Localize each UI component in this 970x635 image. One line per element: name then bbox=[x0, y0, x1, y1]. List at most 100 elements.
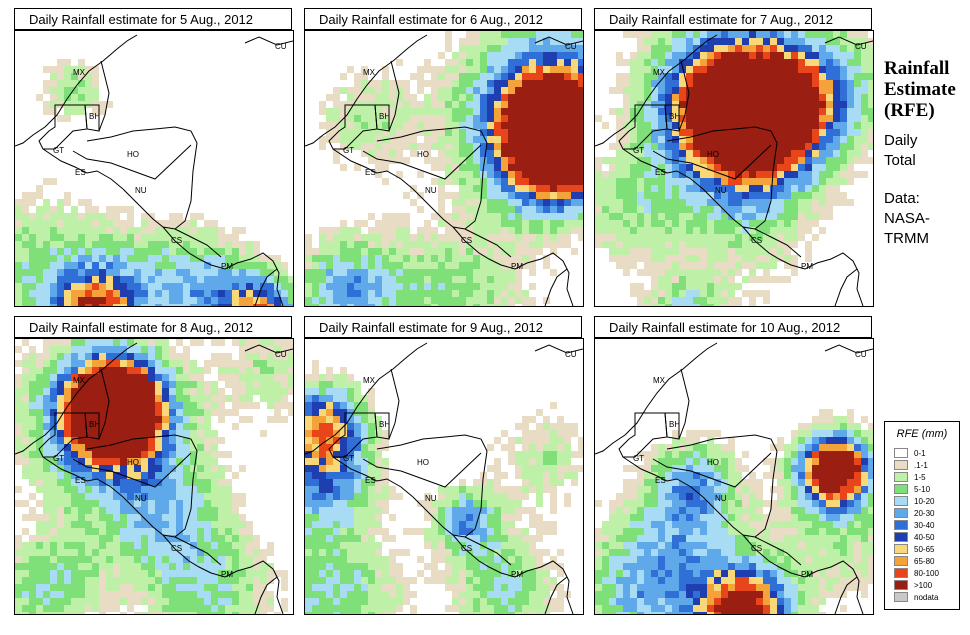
country-label-nu: NU bbox=[715, 494, 727, 503]
country-label-mx: MX bbox=[73, 68, 86, 77]
country-label-bh: BH bbox=[379, 420, 390, 429]
country-label-cu: CU bbox=[855, 350, 867, 359]
data-source: Data: NASA- TRMM bbox=[884, 189, 930, 249]
panel-title: Daily Rainfall estimate for 5 Aug., 2012 bbox=[14, 8, 292, 30]
country-label-nu: NU bbox=[715, 186, 727, 195]
map-panel-aug6: Daily Rainfall estimate for 6 Aug., 2012… bbox=[304, 8, 584, 307]
legend-label: 0-1 bbox=[914, 449, 926, 458]
panel-title: Daily Rainfall estimate for 6 Aug., 2012 bbox=[304, 8, 582, 30]
country-label-pm: PM bbox=[221, 570, 233, 579]
rainfall-map: MX BH GT HO ES NU CS PM CU bbox=[304, 338, 584, 615]
country-label-cs: CS bbox=[461, 544, 472, 553]
country-label-nu: NU bbox=[425, 494, 437, 503]
legend-label: >100 bbox=[914, 581, 933, 590]
country-label-mx: MX bbox=[363, 376, 376, 385]
legend-swatch bbox=[894, 496, 908, 506]
map-panel-aug8: Daily Rainfall estimate for 8 Aug., 2012… bbox=[14, 316, 294, 615]
legend-label: 5-10 bbox=[914, 485, 931, 494]
country-label-gt: GT bbox=[343, 146, 354, 155]
rainfall-map: MX BH GT HO ES NU CS PM CU bbox=[594, 30, 874, 307]
country-label-nu: NU bbox=[425, 186, 437, 195]
source-line: NASA- bbox=[884, 210, 930, 227]
legend-label: 80-100 bbox=[914, 569, 939, 578]
country-label-pm: PM bbox=[801, 262, 813, 271]
country-label-bh: BH bbox=[89, 112, 100, 121]
period-label: Daily Total bbox=[884, 131, 917, 171]
legend-swatch bbox=[894, 460, 908, 470]
country-label-pm: PM bbox=[801, 570, 813, 579]
country-label-bh: BH bbox=[669, 112, 680, 121]
country-label-pm: PM bbox=[511, 570, 523, 579]
source-line: TRMM bbox=[884, 230, 929, 247]
country-label-nu: NU bbox=[135, 494, 147, 503]
panel-title: Daily Rainfall estimate for 8 Aug., 2012 bbox=[14, 316, 292, 338]
legend-label: 20-30 bbox=[914, 509, 935, 518]
country-label-es: ES bbox=[75, 168, 86, 177]
legend-title: RFE (mm) bbox=[896, 428, 948, 440]
legend-label: nodata bbox=[914, 593, 939, 602]
legend-label: .1-1 bbox=[914, 461, 928, 470]
product-title: Rainfall Estimate (RFE) bbox=[884, 58, 956, 121]
rainfall-legend: RFE (mm) 0-1 .1-1 1-5 5-10 10-20 20-30 30-40 40… bbox=[884, 421, 960, 610]
country-label-ho: HO bbox=[417, 150, 429, 159]
country-label-cu: CU bbox=[275, 42, 287, 51]
country-label-ho: HO bbox=[127, 458, 139, 467]
title-line: (RFE) bbox=[884, 100, 935, 121]
title-line: Rainfall bbox=[884, 58, 950, 79]
legend-label: 10-20 bbox=[914, 497, 935, 506]
map-panel-aug9: Daily Rainfall estimate for 9 Aug., 2012… bbox=[304, 316, 584, 615]
country-label-mx: MX bbox=[73, 376, 86, 385]
country-label-cu: CU bbox=[565, 350, 577, 359]
legend-label: 40-50 bbox=[914, 533, 935, 542]
country-label-gt: GT bbox=[53, 454, 64, 463]
country-label-gt: GT bbox=[53, 146, 64, 155]
period-line: Daily bbox=[884, 132, 918, 149]
period-line: Total bbox=[884, 152, 916, 169]
country-label-mx: MX bbox=[363, 68, 376, 77]
country-label-bh: BH bbox=[89, 420, 100, 429]
legend-swatch bbox=[894, 580, 908, 590]
country-label-es: ES bbox=[655, 476, 666, 485]
country-label-ho: HO bbox=[707, 150, 719, 159]
country-label-bh: BH bbox=[379, 112, 390, 121]
country-label-cs: CS bbox=[171, 236, 182, 245]
rainfall-map: MX BH GT HO ES NU CS PM CU bbox=[594, 338, 874, 615]
country-label-es: ES bbox=[365, 476, 376, 485]
country-label-ho: HO bbox=[707, 458, 719, 467]
source-line: Data: bbox=[884, 190, 920, 207]
country-label-es: ES bbox=[365, 168, 376, 177]
country-label-ho: HO bbox=[417, 458, 429, 467]
country-label-cs: CS bbox=[751, 236, 762, 245]
panel-title: Daily Rainfall estimate for 9 Aug., 2012 bbox=[304, 316, 582, 338]
panel-title: Daily Rainfall estimate for 10 Aug., 201… bbox=[594, 316, 872, 338]
legend-swatch bbox=[894, 556, 908, 566]
legend-swatch bbox=[894, 448, 908, 458]
country-label-nu: NU bbox=[135, 186, 147, 195]
legend-label: 30-40 bbox=[914, 521, 935, 530]
country-label-cu: CU bbox=[275, 350, 287, 359]
country-label-es: ES bbox=[75, 476, 86, 485]
country-label-es: ES bbox=[655, 168, 666, 177]
legend-swatch bbox=[894, 520, 908, 530]
map-panel-aug5: Daily Rainfall estimate for 5 Aug., 2012… bbox=[14, 8, 294, 307]
country-label-cu: CU bbox=[855, 42, 867, 51]
legend-label: 50-65 bbox=[914, 545, 935, 554]
country-label-ho: HO bbox=[127, 150, 139, 159]
panel-title: Daily Rainfall estimate for 7 Aug., 2012 bbox=[594, 8, 872, 30]
legend-swatch bbox=[894, 592, 908, 602]
legend-swatch bbox=[894, 568, 908, 578]
country-label-gt: GT bbox=[633, 146, 644, 155]
country-label-cs: CS bbox=[171, 544, 182, 553]
country-label-bh: BH bbox=[669, 420, 680, 429]
country-label-cu: CU bbox=[565, 42, 577, 51]
country-label-gt: GT bbox=[633, 454, 644, 463]
country-label-pm: PM bbox=[221, 262, 233, 271]
legend-label: 1-5 bbox=[914, 473, 926, 482]
country-label-gt: GT bbox=[343, 454, 354, 463]
country-label-cs: CS bbox=[751, 544, 762, 553]
map-panel-aug7: Daily Rainfall estimate for 7 Aug., 2012… bbox=[594, 8, 874, 307]
rainfall-map: MX BH GT HO ES NU CS PM CU bbox=[14, 30, 294, 307]
legend-swatch bbox=[894, 532, 908, 542]
legend-swatch bbox=[894, 484, 908, 494]
legend-label: 65-80 bbox=[914, 557, 935, 566]
